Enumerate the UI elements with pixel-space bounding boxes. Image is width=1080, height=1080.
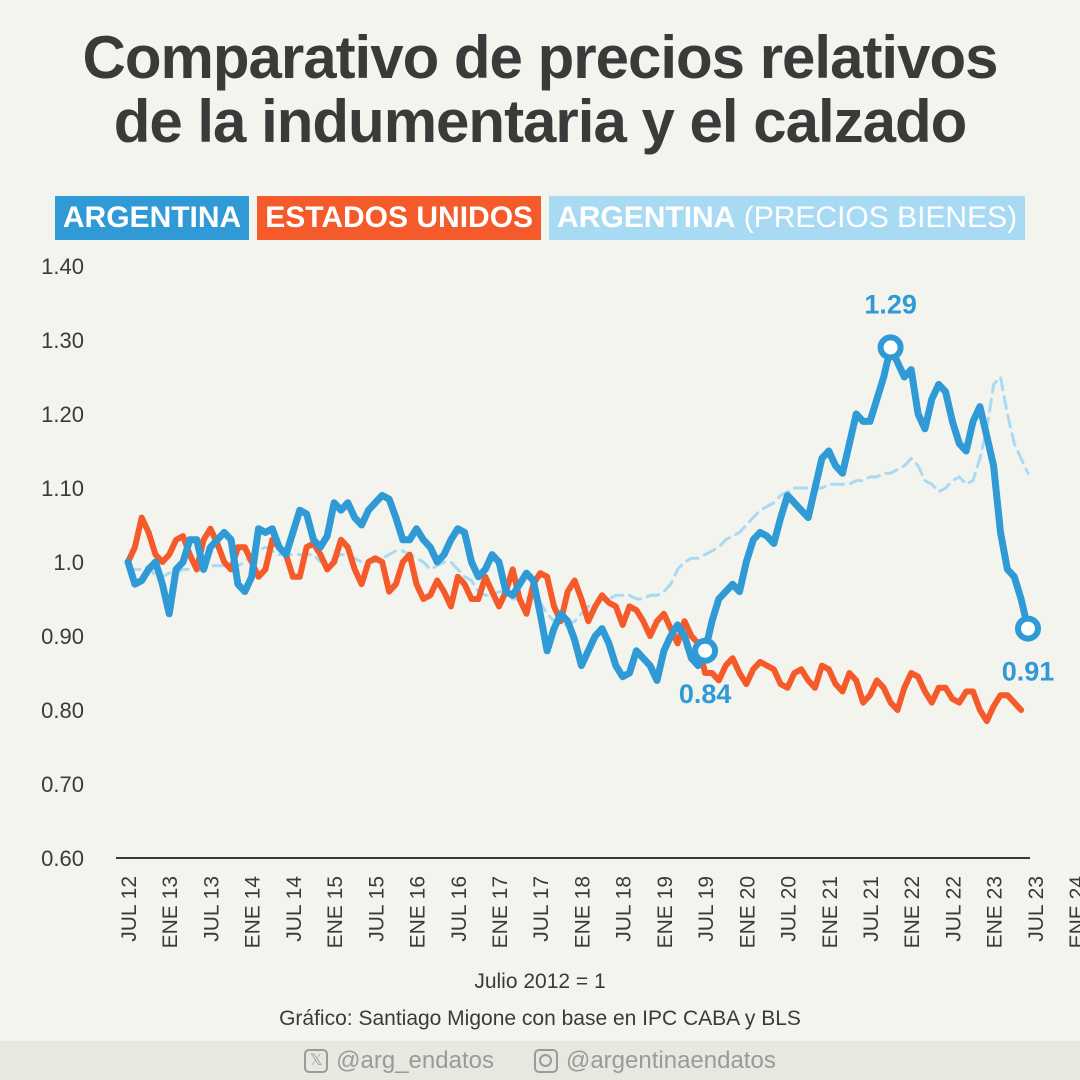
y-tick-label: 0.60 <box>41 846 84 871</box>
footer: 𝕏 @arg_endatos @argentinaendatos <box>0 1041 1080 1080</box>
x-tick-label: ENE 15 <box>324 876 347 948</box>
data-label: 0.84 <box>679 679 732 709</box>
x-tick-label: JUL 23 <box>1025 876 1048 942</box>
x-tick-label: JUL 20 <box>778 876 801 942</box>
x-tick-label: ENE 19 <box>654 876 677 948</box>
x-tick-label: ENE 23 <box>984 876 1007 948</box>
legend-label: ARGENTINA <box>557 201 736 234</box>
x-tick-label: JUL 21 <box>860 876 883 942</box>
legend-label: ARGENTINA <box>62 201 242 234</box>
x-tick-label: JUL 15 <box>365 876 388 942</box>
y-tick-label: 1.10 <box>41 476 84 501</box>
twitter-handle[interactable]: 𝕏 @arg_endatos <box>304 1047 494 1075</box>
highlight-marker <box>692 637 719 664</box>
legend: ARGENTINA ESTADOS UNIDOS ARGENTINA (PREC… <box>0 196 1080 240</box>
y-tick-label: 0.70 <box>41 772 84 797</box>
source-note: Gráfico: Santiago Migone con base en IPC… <box>279 1007 801 1030</box>
x-tick-label: ENE 21 <box>819 876 842 948</box>
legend-item-argentina-bienes: ARGENTINA (PRECIOS BIENES) <box>549 196 1026 240</box>
legend-label: ESTADOS UNIDOS <box>265 201 534 234</box>
highlight-marker <box>877 334 904 361</box>
legend-item-argentina: ARGENTINA <box>54 196 250 240</box>
y-tick-label: 1.0 <box>53 550 84 575</box>
title-line-2: de la indumentaria y el calzado <box>113 88 968 155</box>
x-tick-label: JUL 13 <box>200 876 223 942</box>
series-line-argentina <box>124 343 1032 684</box>
x-tick-label: ENE 17 <box>489 876 512 948</box>
data-label: 1.29 <box>864 289 917 319</box>
x-tick-label: JUL 12 <box>118 876 141 942</box>
x-logo-icon: 𝕏 <box>304 1048 329 1073</box>
x-tick-label: ENE 18 <box>571 876 594 948</box>
highlight-marker <box>1015 615 1041 642</box>
twitter-label: @arg_endatos <box>336 1046 494 1074</box>
chart-title: Comparativo de precios relativos de la i… <box>0 26 1080 154</box>
x-tick-label: JUL 18 <box>613 876 636 942</box>
legend-item-estados-unidos: ESTADOS UNIDOS <box>257 196 542 240</box>
x-tick-label: JUL 14 <box>283 876 306 942</box>
x-tick-label: JUL 16 <box>448 876 471 942</box>
x-tick-label: ENE 16 <box>407 876 430 948</box>
base-note: Julio 2012 = 1 <box>474 970 606 993</box>
x-tick-label: ENE 14 <box>242 876 265 949</box>
x-tick-label: ENE 20 <box>736 876 759 948</box>
y-tick-label: 1.20 <box>41 402 84 427</box>
instagram-icon <box>533 1048 558 1073</box>
legend-sublabel: (PRECIOS BIENES) <box>735 201 1018 234</box>
series-line-argentina-bienes <box>126 375 1030 627</box>
y-tick-label: 1.40 <box>41 254 84 279</box>
x-tick-label: JUL 22 <box>942 876 965 942</box>
title-line-1: Comparativo de precios relativos <box>82 24 999 91</box>
x-tick-label: ENE 24 <box>1066 876 1080 949</box>
y-tick-label: 0.80 <box>41 698 84 723</box>
x-tick-label: ENE 13 <box>159 876 182 948</box>
line-chart: 0.60 0.70 0.80 0.90 1.0 1.10 1.20 1.30 1.40 JUL 1… <box>41 254 1080 949</box>
y-tick-label: 0.90 <box>41 624 84 649</box>
x-tick-label: JUL 19 <box>695 876 718 942</box>
instagram-handle[interactable]: @argentinaendatos <box>533 1046 776 1075</box>
x-tick-label: ENE 22 <box>901 876 924 948</box>
data-label: 0.91 <box>1002 657 1055 687</box>
instagram-label: @argentinaendatos <box>565 1046 776 1074</box>
y-tick-label: 1.30 <box>41 328 84 353</box>
x-tick-label: JUL 17 <box>530 876 553 942</box>
